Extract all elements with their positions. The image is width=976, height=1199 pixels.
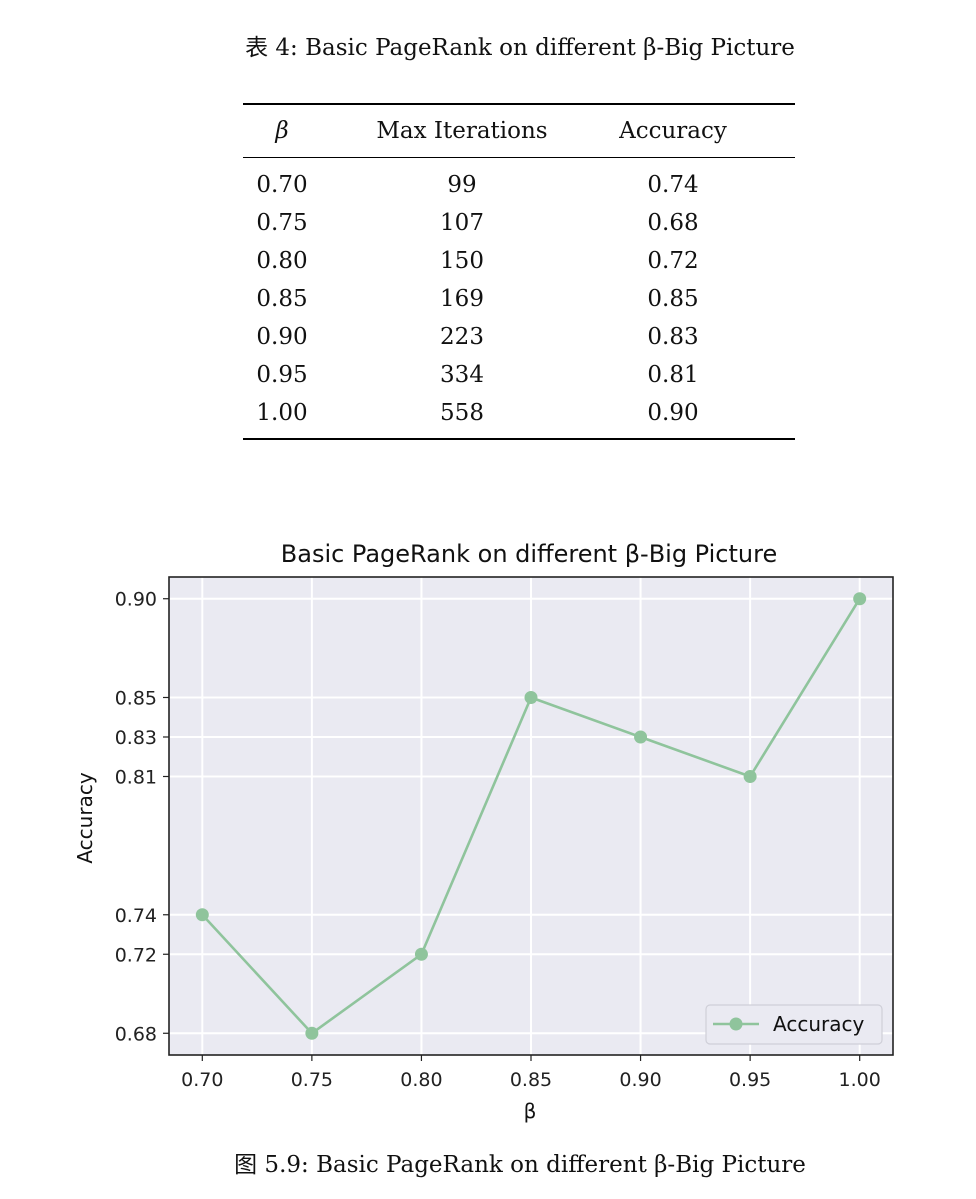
tick-layer: 0.70 0.75 0.80 0.85 0.90 0.95 1.00 0.68 0.72 0.74… — [115, 589, 881, 1091]
data-point — [853, 592, 867, 606]
legend-box — [705, 1004, 883, 1045]
data-point — [524, 690, 538, 704]
table-caption: 表 4: Basic PageRank on different β-Big P… — [245, 35, 795, 61]
x-tick-label: 0.85 — [510, 1069, 552, 1091]
y-axis-label: Accuracy — [73, 772, 97, 863]
legend-label: Accuracy — [773, 1012, 864, 1036]
data-point — [414, 947, 428, 961]
cell-beta: 0.85 — [256, 286, 308, 312]
data-point — [743, 769, 757, 783]
legend: Accuracy — [705, 1004, 883, 1045]
x-tick-label: 0.70 — [181, 1069, 223, 1091]
cell-max-iterations: 334 — [440, 362, 484, 388]
table-row: 0.70 99 0.74 — [243, 158, 795, 205]
series-layer — [195, 592, 867, 1040]
cell-accuracy: 0.85 — [647, 286, 699, 312]
x-tick-label: 0.75 — [291, 1069, 333, 1091]
table-row: 1.00 558 0.90 — [243, 394, 795, 439]
table-row: 0.90 223 0.83 — [243, 318, 795, 356]
header-beta: β — [275, 118, 289, 144]
cell-accuracy: 0.81 — [647, 362, 699, 388]
cell-max-iterations: 150 — [440, 248, 484, 274]
cell-beta: 0.80 — [256, 248, 308, 274]
y-tick-label: 0.90 — [115, 589, 157, 611]
y-tick-label: 0.72 — [115, 944, 157, 966]
x-axis-label: β — [524, 1099, 537, 1123]
x-tick-label: 1.00 — [839, 1069, 881, 1091]
header-accuracy: Accuracy — [619, 118, 727, 144]
cell-beta: 0.90 — [256, 324, 308, 350]
data-point — [634, 730, 648, 744]
cell-accuracy: 0.72 — [647, 248, 699, 274]
legend-marker-swatch — [729, 1017, 743, 1031]
data-point — [195, 908, 209, 922]
cell-beta: 0.95 — [256, 362, 308, 388]
figure-caption: 图 5.9: Basic PageRank on different β-Big… — [234, 1152, 806, 1178]
cell-max-iterations: 223 — [440, 324, 484, 350]
x-tick-label: 0.90 — [619, 1069, 661, 1091]
header-max-iterations: Max Iterations — [376, 118, 548, 144]
results-table: β Max Iterations Accuracy 0.70 99 0.74 0… — [243, 103, 795, 440]
cell-max-iterations: 558 — [440, 400, 484, 426]
table-header-row: β Max Iterations Accuracy — [243, 104, 795, 158]
y-tick-label: 0.83 — [115, 727, 157, 749]
y-tick-label: 0.85 — [115, 687, 157, 709]
chart-title: Basic PageRank on different β-Big Pictur… — [281, 540, 777, 568]
cell-accuracy: 0.74 — [647, 172, 699, 198]
table-row: 0.80 150 0.72 — [243, 242, 795, 280]
cell-accuracy: 0.68 — [647, 210, 699, 236]
cell-accuracy: 0.90 — [647, 400, 699, 426]
cell-accuracy: 0.83 — [647, 324, 699, 350]
x-tick-label: 0.95 — [729, 1069, 771, 1091]
y-tick-label: 0.68 — [115, 1023, 157, 1045]
data-point — [305, 1026, 319, 1040]
grid-lines — [169, 577, 893, 1055]
cell-beta: 0.75 — [256, 210, 308, 236]
table-row: 0.85 169 0.85 — [243, 280, 795, 318]
table-row: 0.75 107 0.68 — [243, 204, 795, 242]
cell-beta: 1.00 — [256, 400, 308, 426]
cell-max-iterations: 169 — [440, 286, 484, 312]
x-tick-label: 0.80 — [400, 1069, 442, 1091]
y-tick-label: 0.81 — [115, 766, 157, 788]
table-row: 0.95 334 0.81 — [243, 356, 795, 394]
cell-beta: 0.70 — [256, 172, 308, 198]
cell-max-iterations: 107 — [440, 210, 484, 236]
cell-max-iterations: 99 — [447, 172, 477, 198]
y-tick-label: 0.74 — [115, 905, 157, 927]
